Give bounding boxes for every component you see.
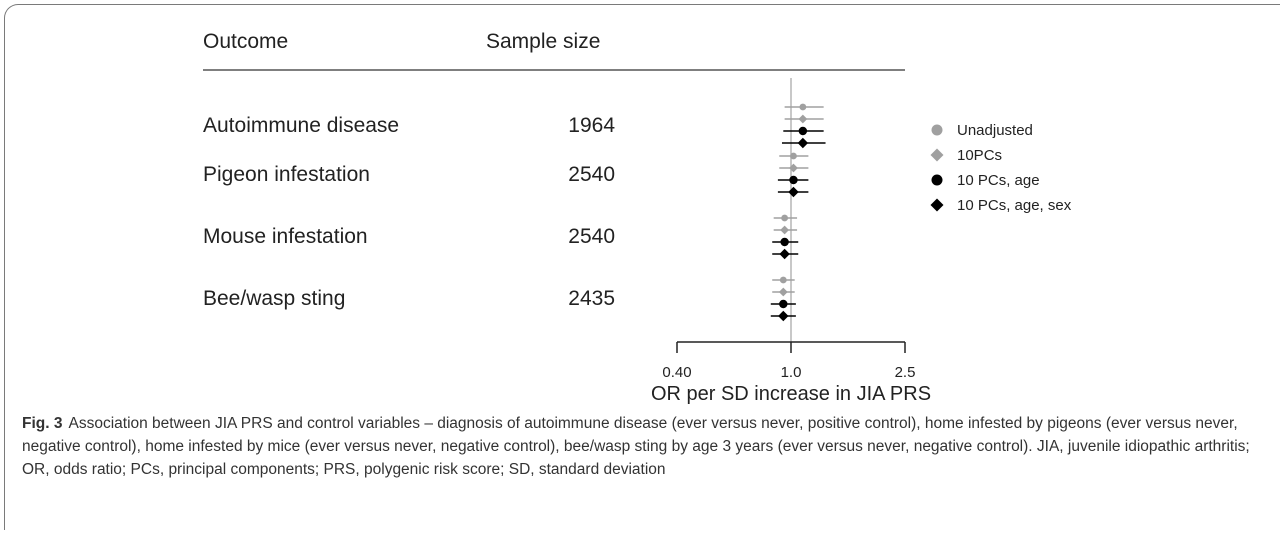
figure-caption: Fig. 3 Association between JIA PRS and co…: [22, 412, 1267, 481]
outcome-label-1: Pigeon infestation: [203, 163, 370, 186]
point-2-3: [779, 248, 790, 260]
x-axis-title: OR per SD increase in JIA PRS: [651, 383, 931, 405]
sample-size-3: 2435: [568, 287, 615, 310]
legend-label-0: Unadjusted: [957, 122, 1033, 139]
outcome-label-3: Bee/wasp sting: [203, 287, 345, 310]
point-2-1: [780, 225, 790, 235]
caption-label: Fig. 3: [22, 415, 63, 432]
point-2-2: [780, 237, 789, 247]
point-2-0: [781, 214, 789, 222]
outcome-label-2: Mouse infestation: [203, 225, 368, 248]
forest-plot: Outcome Sample size 0.40 1.0 2.5 OR per SD …: [203, 30, 1072, 405]
plot-area: 0.40 1.0 2.5 OR per SD increase in JIA PRS A…: [203, 78, 931, 405]
point-1-2: [789, 175, 798, 185]
outcome-label-0: Autoimmune disease: [203, 114, 399, 137]
point-3-3: [778, 310, 789, 322]
caption-text: Association between JIA PRS and control …: [22, 415, 1250, 478]
point-0-0: [799, 103, 807, 111]
legend-label-2: 10 PCs, age: [957, 172, 1040, 189]
legend-marker-3: [930, 198, 944, 212]
legend-marker-2: [931, 174, 943, 186]
point-3-2: [779, 299, 788, 309]
point-1-0: [790, 152, 797, 160]
sample-size-0: 1964: [568, 114, 615, 137]
legend-label-1: 10PCs: [957, 147, 1002, 164]
point-0-1: [798, 114, 808, 124]
figure-frame: [4, 4, 1280, 530]
x-tick-label-0: 0.40: [662, 364, 691, 381]
x-tick-label-2: 2.5: [895, 364, 916, 381]
sample-size-1: 2540: [568, 163, 615, 186]
point-1-1: [789, 163, 798, 173]
legend-marker-1: [930, 148, 944, 162]
header-outcome: Outcome: [203, 30, 288, 53]
x-tick-label-1: 1.0: [781, 364, 802, 381]
point-0-3: [797, 137, 809, 149]
header-sample-size: Sample size: [486, 30, 600, 53]
point-3-1: [778, 287, 788, 297]
point-1-3: [788, 186, 799, 198]
legend: Unadjusted 10PCs 10 PCs, age 10 PCs, age, s…: [930, 122, 1072, 214]
legend-label-3: 10 PCs, age, sex: [957, 197, 1072, 214]
point-3-0: [779, 276, 787, 284]
sample-size-2: 2540: [568, 225, 615, 248]
legend-marker-0: [931, 124, 943, 136]
point-0-2: [798, 126, 808, 136]
